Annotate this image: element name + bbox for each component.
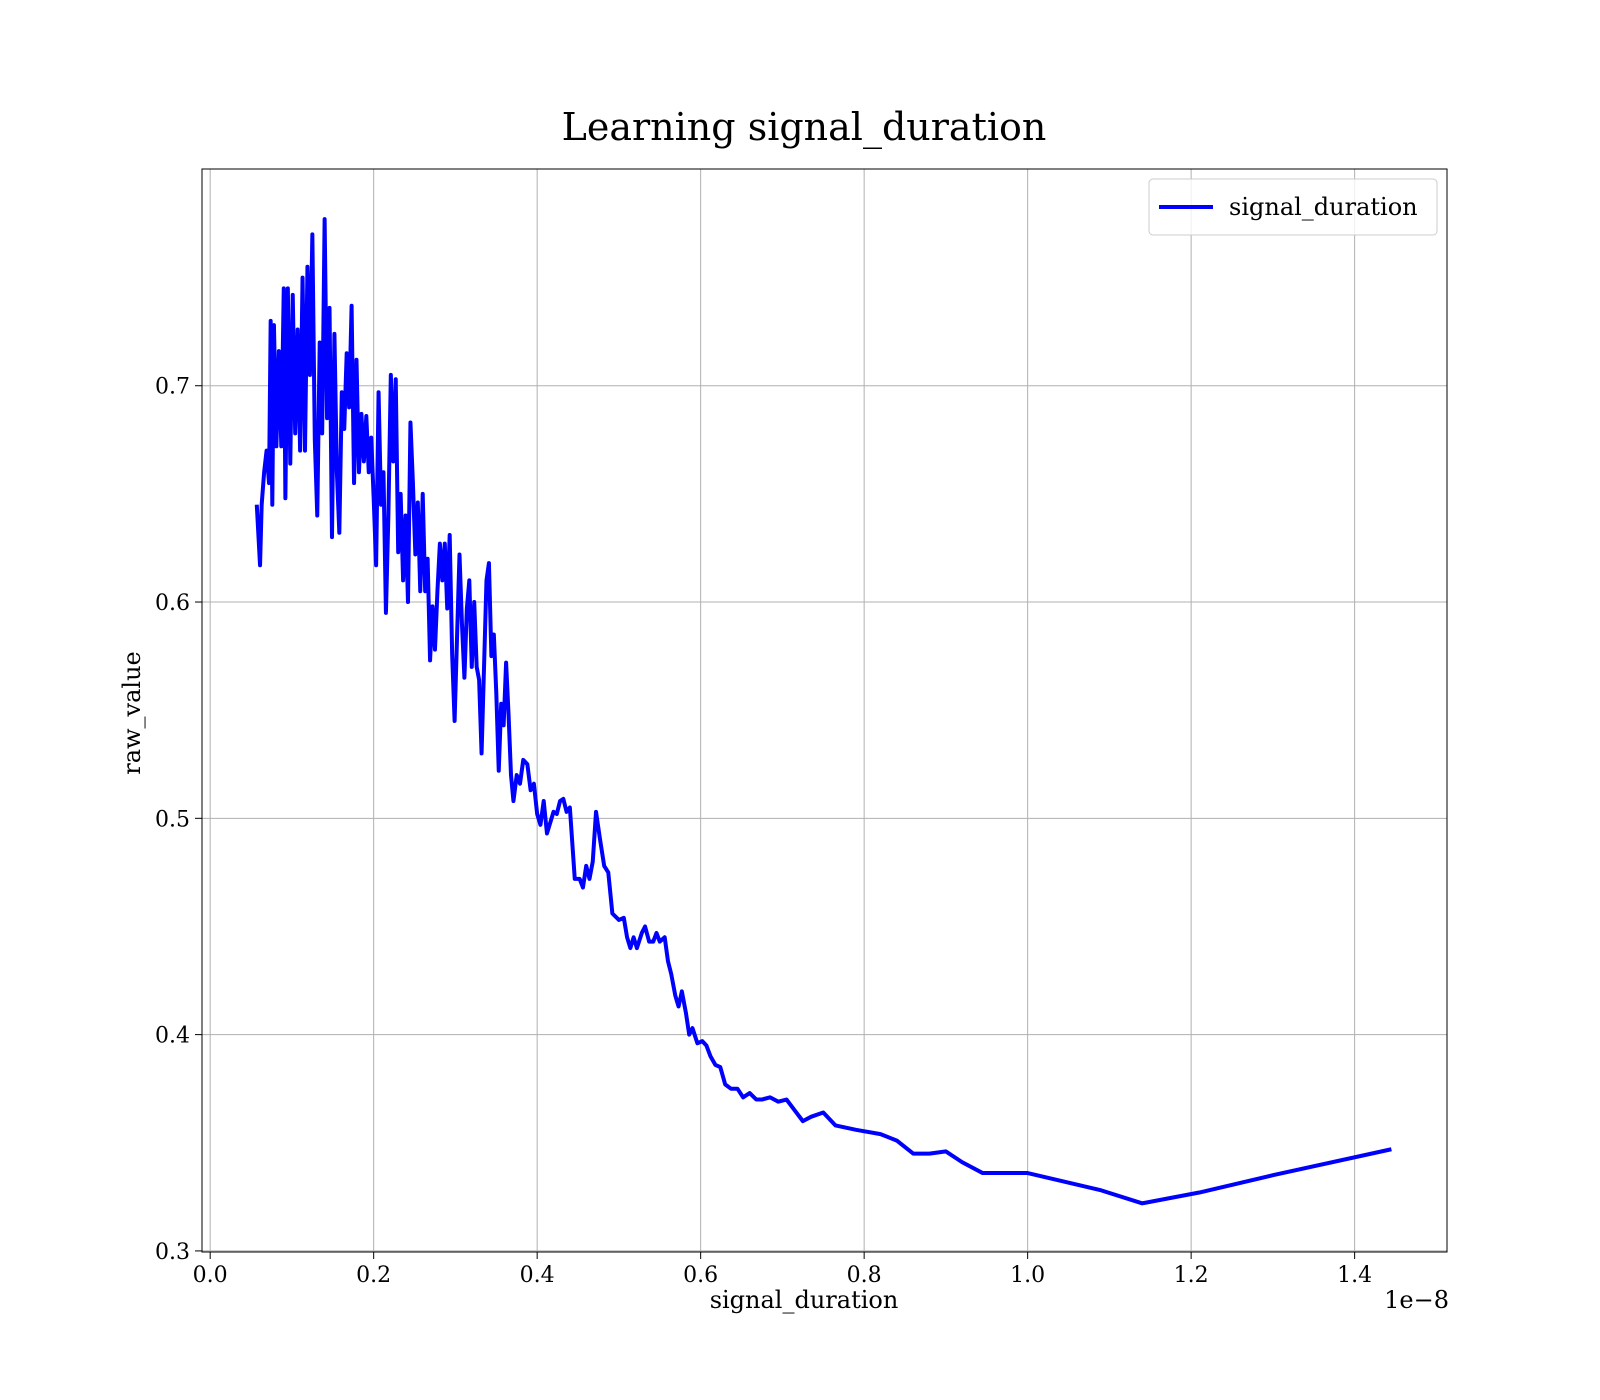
y-axis-label: raw_value	[118, 651, 146, 775]
x-offset-label: 1e−8	[1384, 1286, 1449, 1314]
chart-title: Learning signal_duration	[562, 105, 1047, 150]
y-tick-label: 0.7	[155, 375, 190, 400]
x-tick-label: 1.0	[1010, 1263, 1045, 1288]
y-tick-label: 0.6	[155, 591, 190, 616]
legend-label: signal_duration	[1229, 193, 1418, 221]
x-tick-label: 0.4	[520, 1263, 555, 1288]
data-line	[254, 217, 1392, 1206]
legend-box	[1148, 178, 1438, 236]
y-tick-label: 0.4	[155, 1024, 190, 1049]
x-axis-label: signal_duration	[710, 1286, 899, 1314]
x-tick-label: 1.2	[1174, 1263, 1209, 1288]
x-tick-label: 1.4	[1337, 1263, 1372, 1288]
y-tick-label: 0.5	[155, 807, 190, 832]
x-tick-label: 0.8	[847, 1263, 882, 1288]
plot-frame	[201, 168, 1448, 1253]
x-tick-label: 0.2	[356, 1263, 391, 1288]
x-tick-label: 0.6	[683, 1263, 718, 1288]
x-tick-label: 0.0	[193, 1263, 228, 1288]
y-tick-label: 0.3	[155, 1240, 190, 1265]
